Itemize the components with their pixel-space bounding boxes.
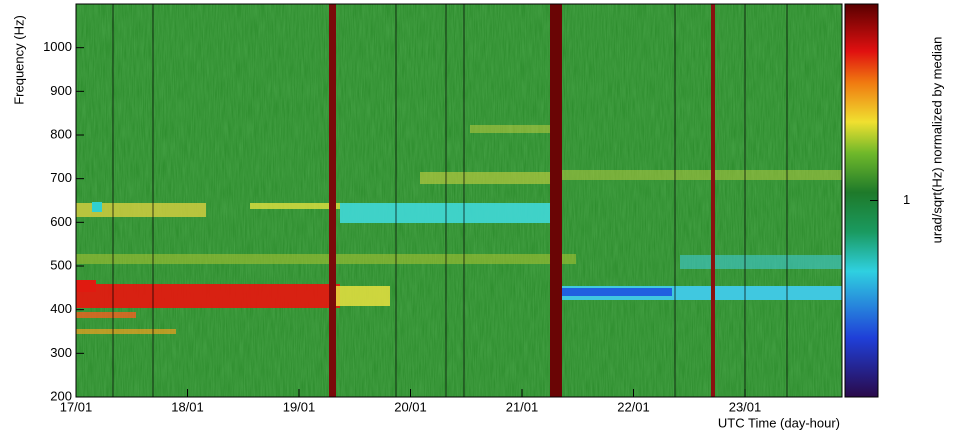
feature bbox=[76, 329, 176, 334]
x-tick-label: 19/01 bbox=[283, 399, 316, 414]
feature bbox=[92, 202, 102, 212]
feature bbox=[680, 255, 842, 269]
y-tick-label: 600 bbox=[50, 214, 72, 229]
feature bbox=[711, 4, 715, 397]
feature bbox=[76, 254, 576, 264]
feature bbox=[76, 203, 206, 217]
feature bbox=[250, 203, 340, 209]
x-tick-label: 22/01 bbox=[617, 399, 650, 414]
colorbar-tick-label: 1 bbox=[903, 192, 910, 207]
feature bbox=[420, 172, 550, 184]
y-tick-label: 800 bbox=[50, 126, 72, 141]
spectrogram-texture bbox=[76, 4, 842, 397]
y-tick-label: 900 bbox=[50, 83, 72, 98]
feature bbox=[76, 280, 96, 292]
y-axis-label: Frequency (Hz) bbox=[11, 15, 26, 105]
x-tick-label: 18/01 bbox=[171, 399, 204, 414]
feature bbox=[470, 125, 550, 133]
spectrogram bbox=[76, 4, 842, 397]
y-tick-label: 200 bbox=[50, 388, 72, 403]
x-axis-label: UTC Time (day-hour) bbox=[718, 415, 840, 430]
feature bbox=[340, 203, 550, 223]
y-tick-label: 700 bbox=[50, 170, 72, 185]
y-tick-label: 400 bbox=[50, 301, 72, 316]
feature bbox=[562, 288, 672, 296]
y-tick-label: 500 bbox=[50, 257, 72, 272]
x-tick-label: 21/01 bbox=[506, 399, 539, 414]
colorbar-label: urad/sqrt(Hz) normalized by median bbox=[929, 37, 944, 244]
feature bbox=[562, 170, 842, 180]
feature bbox=[76, 312, 136, 318]
dropouts bbox=[112, 4, 788, 397]
x-tick-label: 17/01 bbox=[60, 399, 93, 414]
x-tick-label: 20/01 bbox=[394, 399, 427, 414]
feature bbox=[550, 4, 562, 397]
y-tick-label: 1000 bbox=[43, 39, 72, 54]
y-tick-label: 300 bbox=[50, 345, 72, 360]
feature bbox=[76, 284, 340, 308]
feature bbox=[330, 286, 390, 306]
x-tick-label: 23/01 bbox=[729, 399, 762, 414]
feature bbox=[329, 4, 336, 397]
plot-frame bbox=[75, 3, 843, 398]
